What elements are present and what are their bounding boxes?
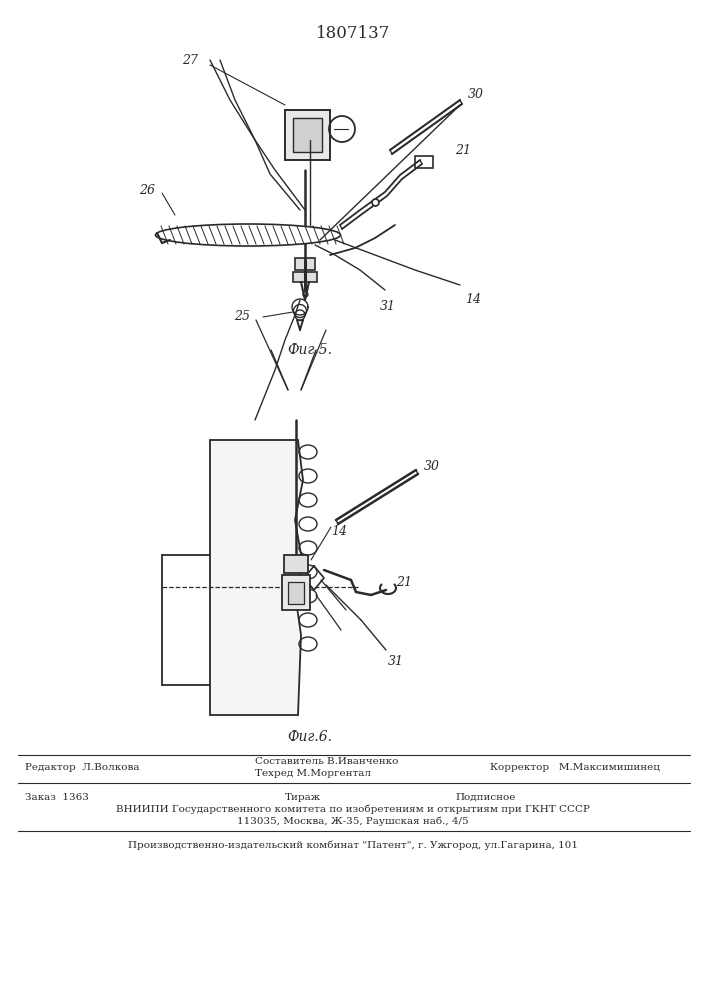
FancyBboxPatch shape xyxy=(293,272,317,282)
Text: 30: 30 xyxy=(424,460,440,474)
FancyBboxPatch shape xyxy=(285,110,330,160)
Text: 1807137: 1807137 xyxy=(316,25,390,42)
Text: Производственно-издательский комбинат "Патент", г. Ужгород, ул.Гагарина, 101: Производственно-издательский комбинат "П… xyxy=(128,841,578,850)
Text: 31: 31 xyxy=(388,655,404,668)
Text: 31: 31 xyxy=(380,300,396,313)
FancyBboxPatch shape xyxy=(282,575,310,610)
Text: Заказ  1363: Заказ 1363 xyxy=(25,793,89,802)
Text: 27: 27 xyxy=(182,53,198,66)
Text: Техред М.Моргентал: Техред М.Моргентал xyxy=(255,769,371,778)
Text: Подписное: Подписное xyxy=(455,793,515,802)
FancyBboxPatch shape xyxy=(288,582,304,604)
Polygon shape xyxy=(210,440,303,715)
Ellipse shape xyxy=(156,224,341,246)
Text: 113035, Москва, Ж-35, Раушская наб., 4/5: 113035, Москва, Ж-35, Раушская наб., 4/5 xyxy=(237,817,469,826)
Text: Фиг.6.: Фиг.6. xyxy=(288,730,332,744)
FancyBboxPatch shape xyxy=(293,118,322,152)
Text: Составитель В.Иванченко: Составитель В.Иванченко xyxy=(255,757,398,766)
Text: Редактор  Л.Волкова: Редактор Л.Волкова xyxy=(25,763,139,772)
Text: 14: 14 xyxy=(331,525,347,538)
Text: Корректор   М.Максимишинец: Корректор М.Максимишинец xyxy=(490,763,660,772)
Text: Тираж: Тираж xyxy=(285,793,321,802)
Text: 30: 30 xyxy=(468,89,484,102)
Text: Фиг.5.: Фиг.5. xyxy=(288,343,332,357)
FancyBboxPatch shape xyxy=(415,156,433,168)
Text: 21: 21 xyxy=(396,576,412,588)
Text: 26: 26 xyxy=(139,184,155,196)
Text: 14: 14 xyxy=(465,293,481,306)
Text: 25: 25 xyxy=(234,310,250,324)
Text: 21: 21 xyxy=(455,143,471,156)
Text: ВНИИПИ Государственного комитета по изобретениям и открытиям при ГКНТ СССР: ВНИИПИ Государственного комитета по изоб… xyxy=(116,805,590,814)
FancyBboxPatch shape xyxy=(284,555,308,573)
FancyBboxPatch shape xyxy=(295,258,315,270)
